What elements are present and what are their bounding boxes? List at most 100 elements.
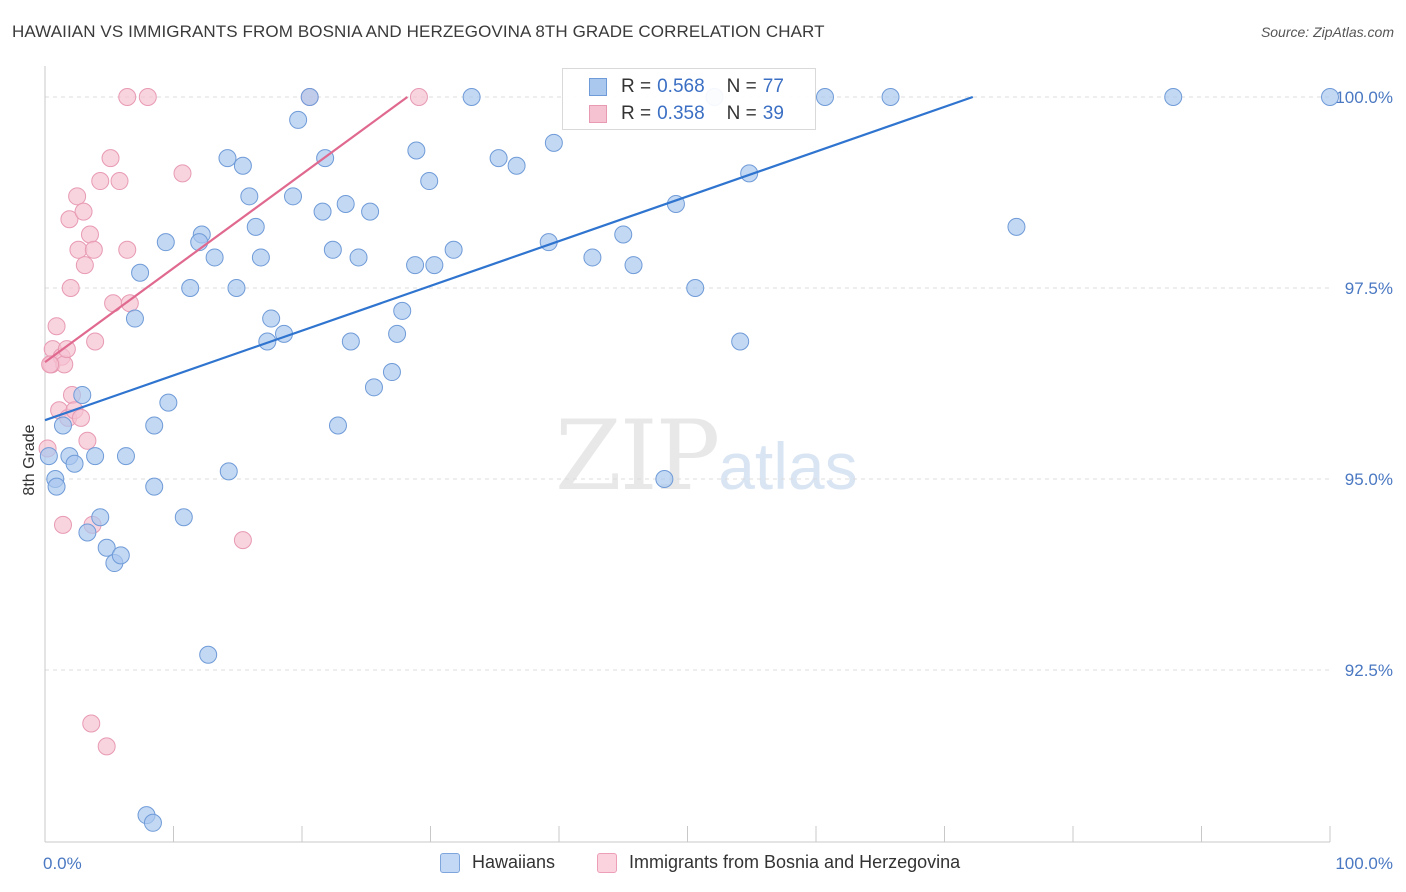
hawaiian-point bbox=[444, 240, 463, 259]
hawaiian-point bbox=[91, 508, 110, 527]
hawaiian-point bbox=[393, 301, 412, 320]
hawaiian-point bbox=[614, 225, 633, 244]
hawaiian-point bbox=[78, 523, 97, 542]
bosnia-point bbox=[74, 202, 93, 221]
hawaiian-point bbox=[111, 546, 130, 565]
x-tick-label: 100.0% bbox=[1335, 854, 1393, 873]
y-tick-label: 97.5% bbox=[1345, 279, 1393, 298]
source-credit: Source: ZipAtlas.com bbox=[1260, 24, 1394, 40]
hawaiian-point bbox=[86, 447, 105, 466]
watermark: ZIPatlas bbox=[555, 400, 858, 512]
hawaiian-point bbox=[262, 309, 281, 328]
hawaiian-trend-line bbox=[44, 95, 974, 422]
hawaiian-point bbox=[227, 279, 246, 297]
hawaiian-point bbox=[323, 240, 342, 259]
hawaiian-point bbox=[219, 462, 238, 481]
legend-r-label: R = bbox=[621, 103, 652, 124]
hawaiian-point bbox=[489, 149, 508, 168]
hawaiian-point bbox=[156, 233, 175, 252]
legend-row-bosnia: R = 0.358 N = 39 bbox=[589, 102, 784, 126]
watermark-atlas: atlas bbox=[718, 429, 858, 503]
bosnia-point bbox=[82, 714, 101, 733]
hawaiian-point bbox=[1164, 88, 1183, 106]
bosnia-point bbox=[80, 225, 99, 244]
data-points bbox=[38, 88, 1339, 832]
legend-r-value: 0.568 bbox=[657, 76, 705, 97]
bosnia-point bbox=[86, 332, 105, 351]
hawaiian-point bbox=[47, 477, 66, 496]
bosnia-point bbox=[118, 88, 137, 106]
legend-label-hawaiians: Hawaiians bbox=[472, 852, 556, 872]
hawaiian-point bbox=[289, 110, 308, 129]
legend-n-value: 77 bbox=[762, 76, 784, 97]
hawaiian-point bbox=[881, 88, 900, 106]
hawaiian-point bbox=[145, 477, 164, 496]
hawaiian-point bbox=[361, 202, 380, 221]
hawaiian-point bbox=[73, 385, 92, 404]
bosnia-point bbox=[138, 88, 157, 106]
hawaiian-point bbox=[349, 248, 368, 267]
legend-n-value: 39 bbox=[762, 103, 784, 124]
hawaiian-point bbox=[364, 378, 383, 397]
correlation-legend: R = 0.568 N = 77 R = 0.358 N = 39 bbox=[562, 68, 816, 130]
hawaiian-point bbox=[731, 332, 750, 351]
hawaiian-point bbox=[145, 416, 164, 435]
hawaiian-point bbox=[205, 248, 224, 267]
legend-item-bosnia[interactable]: Immigrants from Bosnia and Herzegovina bbox=[597, 852, 960, 873]
y-tick-label: 92.5% bbox=[1345, 661, 1393, 680]
hawaiian-point bbox=[246, 217, 265, 236]
hawaiian-point bbox=[97, 538, 116, 557]
y-axis-label: 8th Grade bbox=[21, 424, 38, 495]
bosnia-point bbox=[61, 279, 80, 297]
hawaiian-point bbox=[544, 133, 563, 152]
bosnia-point bbox=[97, 737, 116, 756]
hawaiian-point bbox=[583, 248, 602, 267]
hawaiian-point bbox=[328, 416, 347, 435]
bosnia-point bbox=[57, 340, 76, 359]
hawaiian-point bbox=[240, 187, 259, 206]
bosnia-point bbox=[69, 240, 88, 259]
legend-n-label: N = bbox=[726, 76, 757, 97]
hawaiian-point bbox=[65, 454, 84, 473]
hawaiian-point bbox=[313, 202, 332, 221]
hawaiian-point bbox=[388, 324, 407, 343]
watermark-zip: ZIP bbox=[555, 400, 720, 512]
tick-labels: 92.5% 95.0% 97.5% 100.0% 0.0% 100.0% bbox=[43, 88, 1393, 873]
hawaiian-point bbox=[655, 470, 674, 488]
bosnia-point bbox=[78, 431, 97, 450]
hawaiian-point bbox=[1007, 217, 1026, 236]
hawaiian-point bbox=[740, 164, 759, 183]
legend-r-value: 0.358 bbox=[657, 103, 705, 124]
hawaiian-point bbox=[420, 172, 439, 191]
hawaiian-point bbox=[406, 256, 425, 275]
hawaiian-point bbox=[116, 447, 135, 466]
hawaiian-point bbox=[125, 309, 144, 328]
hawaiian-point bbox=[624, 256, 643, 275]
legend-swatch-pink bbox=[589, 105, 607, 123]
bosnia-point bbox=[75, 256, 94, 275]
legend-swatch-blue bbox=[589, 78, 607, 96]
hawaiian-point bbox=[407, 141, 426, 160]
bosnia-point bbox=[68, 187, 87, 206]
bosnia-point bbox=[101, 149, 120, 168]
bosnia-point bbox=[118, 240, 137, 259]
legend-item-hawaiians[interactable]: Hawaiians bbox=[440, 852, 555, 873]
legend-label-bosnia: Immigrants from Bosnia and Herzegovina bbox=[629, 852, 961, 872]
hawaiian-point bbox=[143, 813, 162, 832]
trend-lines bbox=[44, 95, 974, 422]
bosnia-point bbox=[173, 164, 192, 183]
bosnia-trend-line bbox=[44, 96, 409, 363]
legend-r-label: R = bbox=[621, 76, 652, 97]
hawaiian-point bbox=[39, 447, 58, 466]
bosnia-point bbox=[233, 531, 252, 550]
hawaiian-point bbox=[284, 187, 303, 206]
hawaiian-point bbox=[218, 149, 237, 168]
hawaiian-point bbox=[233, 156, 252, 175]
hawaiian-point bbox=[336, 194, 355, 213]
x-tick-label: 0.0% bbox=[43, 854, 82, 873]
bosnia-point bbox=[71, 408, 90, 427]
bosnia-point bbox=[110, 172, 129, 191]
hawaiian-point bbox=[686, 279, 705, 297]
bosnia-point bbox=[47, 317, 66, 336]
